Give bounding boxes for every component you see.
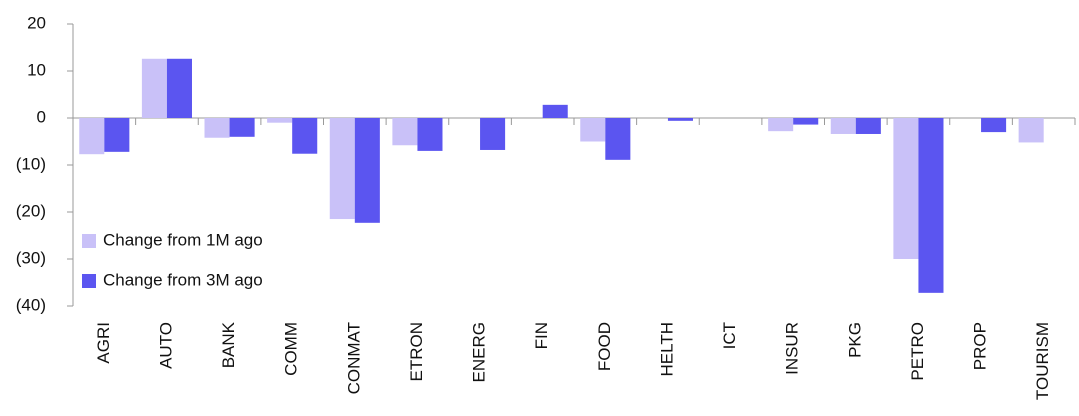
bar [855,118,881,134]
bar [893,118,919,259]
bar [580,118,606,142]
y-tick-label: (10) [16,154,46,173]
y-tick-label: 0 [37,107,46,126]
x-tick-label: FOOD [595,322,614,371]
legend-label: Change from 1M ago [103,230,263,249]
bar [417,118,443,151]
bar [542,104,568,118]
x-tick-label: FIN [532,322,551,349]
bar [918,118,944,293]
bar [354,118,380,223]
bar [79,118,105,155]
x-tick-label: CONMAT [344,322,363,394]
y-tick-label: (20) [16,201,46,220]
bar [104,118,130,152]
bar [667,118,693,121]
bar [830,118,856,134]
bar [141,58,167,118]
y-tick-label: (40) [16,295,46,314]
bar [480,118,506,150]
x-tick-label: ENERG [470,322,489,382]
x-tick-label: TOURISM [1033,322,1052,400]
legend-swatch [82,234,96,248]
y-tick-label: (30) [16,248,46,267]
bar [392,118,418,146]
bar [204,118,230,138]
x-tick-label: AUTO [156,322,175,369]
y-tick-label: 20 [27,13,46,32]
bar [605,118,631,160]
bar [793,118,819,125]
bar [229,118,255,137]
x-tick-label: PKG [845,322,864,358]
x-tick-label: BANK [219,321,238,368]
legend-label: Change from 3M ago [103,270,263,289]
x-tick-label: PROP [971,322,990,370]
legend-swatch [82,274,96,288]
x-tick-label: AGRI [94,322,113,364]
bar [166,58,192,118]
bar [267,118,293,123]
x-tick-label: PETRO [908,322,927,381]
bar [329,118,355,220]
x-tick-label: HELTH [657,322,676,376]
x-tick-label: INSUR [783,322,802,375]
bar [1018,118,1044,143]
bar [768,118,794,132]
bar [981,118,1007,133]
x-tick-label: ICT [720,322,739,349]
y-tick-label: 10 [27,60,46,79]
x-tick-label: COMM [282,322,301,376]
x-tick-label: ETRON [407,322,426,382]
bar [292,118,318,154]
